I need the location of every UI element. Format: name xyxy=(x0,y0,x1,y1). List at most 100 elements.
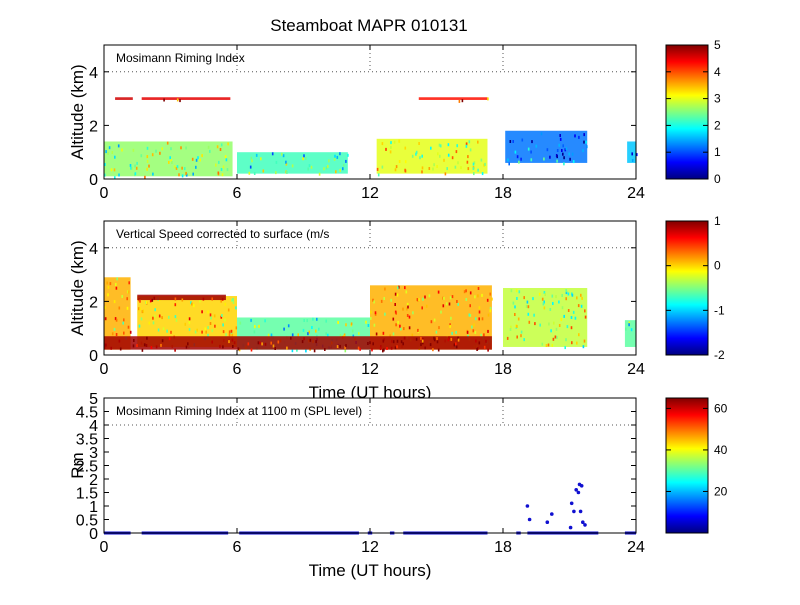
data-speckle xyxy=(121,148,123,152)
data-speckle xyxy=(339,334,342,337)
data-speckle xyxy=(201,330,203,334)
data-speckle xyxy=(487,97,489,101)
data-speckle xyxy=(421,170,423,174)
data-speckle xyxy=(468,313,471,317)
data-speckle xyxy=(443,296,445,300)
data-speckle xyxy=(302,157,304,161)
data-speckle xyxy=(258,324,260,328)
data-speckle xyxy=(520,157,522,161)
data-speckle xyxy=(188,317,191,321)
data-speckle xyxy=(168,160,170,164)
data-speckle xyxy=(283,327,285,331)
data-speckle xyxy=(407,305,409,309)
data-speckle xyxy=(107,293,109,297)
data-speckle xyxy=(553,321,555,325)
data-speckle xyxy=(175,318,178,322)
data-speckle xyxy=(514,305,516,309)
data-speckle xyxy=(305,157,307,160)
y-tick-label: 0.5 xyxy=(76,513,98,530)
data-speckle xyxy=(370,316,372,320)
data-speckle xyxy=(631,152,633,156)
data-speckle xyxy=(324,348,326,351)
data-speckle xyxy=(489,309,492,313)
data-speckle xyxy=(384,287,386,291)
data-speckle xyxy=(510,289,513,293)
data-speckle xyxy=(339,168,341,172)
data-speckle xyxy=(478,306,481,310)
data-speckle xyxy=(422,341,424,345)
data-speckle xyxy=(465,289,467,293)
data-speckle xyxy=(566,325,569,329)
data-speckle xyxy=(455,342,457,346)
data-speckle xyxy=(188,321,191,324)
data-speckle xyxy=(394,303,396,306)
data-speckle xyxy=(275,160,278,164)
data-speckle xyxy=(235,326,238,330)
data-speckle xyxy=(337,321,339,324)
data-speckle xyxy=(105,343,107,347)
data-speckle xyxy=(520,334,522,338)
data-speckle xyxy=(111,332,114,336)
colorbar-tick-label: 4 xyxy=(714,65,721,79)
data-speckle xyxy=(567,292,570,296)
data-speckle xyxy=(217,171,220,175)
data-speckle xyxy=(454,165,457,169)
data-point xyxy=(576,490,581,495)
data-speckle xyxy=(445,302,448,306)
data-speckle xyxy=(555,154,558,157)
data-speckle xyxy=(580,293,582,297)
data-speckle xyxy=(449,296,452,300)
data-speckle xyxy=(195,158,198,162)
data-speckle xyxy=(211,340,213,344)
colorbar-tick-label: 0 xyxy=(714,259,721,273)
data-speckle xyxy=(559,134,561,137)
data-speckle xyxy=(389,334,391,338)
data-speckle xyxy=(463,290,466,294)
data-speckle xyxy=(373,323,376,327)
data-speckle xyxy=(351,329,354,333)
data-speckle xyxy=(585,140,587,144)
data-speckle xyxy=(259,341,261,345)
data-speckle xyxy=(260,157,262,161)
data-speckle xyxy=(549,308,552,311)
data-speckle xyxy=(369,341,371,345)
data-speckle xyxy=(138,324,141,328)
data-speckle xyxy=(562,152,564,156)
data-speckle xyxy=(571,341,573,345)
data-speckle xyxy=(552,337,555,341)
data-speckle xyxy=(406,302,409,306)
data-speckle xyxy=(367,324,370,327)
y-tick-label: 0 xyxy=(89,526,98,543)
data-speckle xyxy=(185,146,187,150)
data-speckle xyxy=(451,156,454,160)
data-speckle xyxy=(422,297,424,301)
x-tick-label: 18 xyxy=(494,539,512,556)
data-speckle xyxy=(518,290,521,294)
data-speckle xyxy=(446,167,448,171)
data-speckle xyxy=(457,336,459,340)
colorbar-tick-label: -1 xyxy=(714,303,725,317)
data-speckle xyxy=(114,176,116,180)
data-speckle xyxy=(398,285,400,289)
data-speckle xyxy=(342,167,344,171)
data-speckle xyxy=(372,298,374,302)
data-speckle xyxy=(318,172,321,176)
data-speckle xyxy=(530,150,532,154)
data-speckle xyxy=(301,340,304,344)
data-speckle xyxy=(109,282,112,286)
data-speckle xyxy=(451,331,453,335)
data-speckle xyxy=(191,302,193,306)
data-speckle xyxy=(275,171,277,175)
data-speckle xyxy=(214,324,216,328)
data-speckle xyxy=(411,333,414,337)
data-speckle xyxy=(381,165,384,169)
data-speckle xyxy=(140,317,143,321)
data-speckle xyxy=(467,167,470,171)
data-speckle xyxy=(469,148,472,152)
data-speckle xyxy=(113,300,116,304)
data-speckle xyxy=(374,311,377,315)
data-speckle xyxy=(439,154,441,158)
panel-annotation: Vertical Speed corrected to surface (m/s xyxy=(116,227,329,241)
data-speckle xyxy=(457,302,459,306)
data-speckle xyxy=(350,322,353,326)
